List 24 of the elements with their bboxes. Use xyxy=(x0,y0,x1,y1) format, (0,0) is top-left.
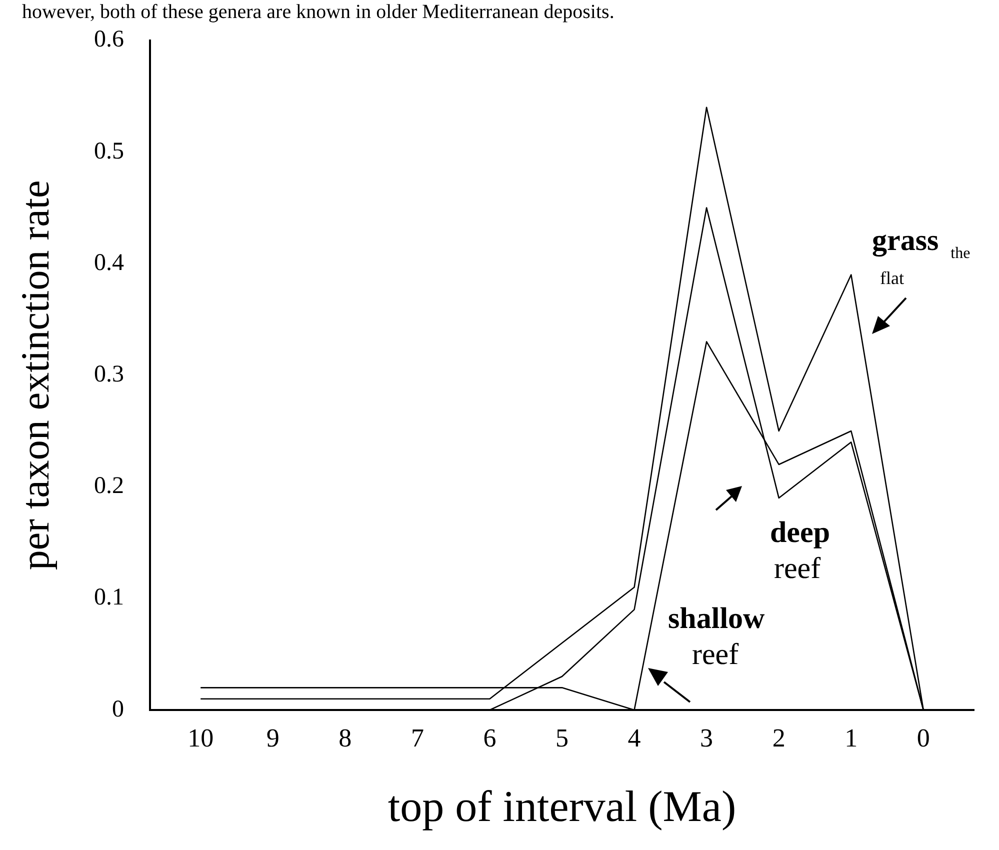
x-tick-label: 5 xyxy=(556,723,568,752)
y-tick-label: 0.1 xyxy=(94,584,124,611)
y-tick-label: 0.4 xyxy=(94,250,124,276)
y-tick-label: 0.5 xyxy=(94,138,124,164)
series-label: deep reef xyxy=(770,516,830,585)
x-tick-label: 10 xyxy=(188,723,214,752)
y-axis-title: per taxon extinction rate xyxy=(12,180,58,570)
x-tick-label: 0 xyxy=(916,723,930,752)
x-tick-label: 9 xyxy=(266,723,280,752)
y-tick-label: 0.6 xyxy=(94,26,124,53)
x-tick-label: 7 xyxy=(410,723,424,752)
text: grass the flat xyxy=(872,224,970,288)
x-tick-label: 4 xyxy=(628,723,641,752)
x-tick-label: 6 xyxy=(483,723,496,752)
x-tick-label: 3 xyxy=(700,723,714,752)
x-axis-title: top of interval (Ma) xyxy=(388,782,736,832)
x-tick-label: 1 xyxy=(844,723,858,752)
series-label: shallow reef xyxy=(668,602,766,671)
y-tick-label: 0.3 xyxy=(94,361,124,388)
y-tick-label: 0 xyxy=(112,696,124,722)
text: however, both of these genera are known in older Mediterranean deposits. xyxy=(22,1,614,23)
y-tick-label: 0.2 xyxy=(94,473,124,500)
x-tick-label: 2 xyxy=(772,723,786,752)
x-tick-label: 8 xyxy=(338,723,352,752)
